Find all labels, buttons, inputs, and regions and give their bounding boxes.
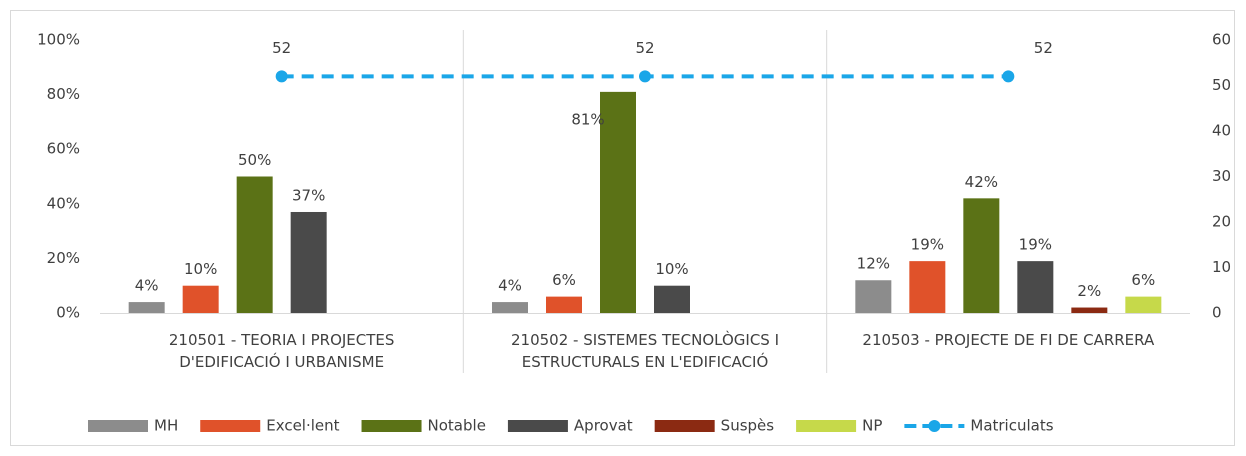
- y2-tick-label: 50: [1212, 76, 1231, 94]
- y-tick-label: 20%: [47, 249, 80, 267]
- legend-label: Matriculats: [970, 417, 1053, 435]
- y-tick-label: 40%: [47, 194, 80, 212]
- legend-label: Suspès: [721, 417, 775, 435]
- legend-label: NP: [862, 417, 882, 435]
- legend-swatch: [507, 420, 568, 432]
- value-label: 19%: [911, 236, 944, 254]
- bar: [236, 176, 273, 313]
- y2-tick-label: 20: [1212, 213, 1231, 231]
- y2-tick-label: 0: [1212, 304, 1222, 322]
- value-label: 6%: [1131, 271, 1155, 289]
- x-tick-label: 210501 - TEORIA I PROJECTES D'EDIFICACIÓ…: [168, 331, 395, 371]
- line-point: [639, 70, 651, 83]
- y-tick-label: 100%: [37, 31, 80, 49]
- line-point: [275, 70, 288, 83]
- value-label: 4%: [135, 277, 159, 295]
- value-label: 52: [635, 39, 654, 57]
- bar: [182, 285, 219, 313]
- bar: [909, 261, 946, 313]
- y2-tick-label: 40: [1212, 122, 1231, 140]
- bar: [546, 296, 582, 313]
- chart-border: [10, 10, 1235, 446]
- y-tick-label: 60%: [47, 140, 80, 158]
- y-tick-label: 80%: [47, 85, 80, 103]
- legend-swatch: [654, 420, 715, 432]
- legend-label: Aprovat: [574, 417, 633, 435]
- legend-swatch: [796, 420, 857, 432]
- value-label: 52: [1034, 39, 1053, 57]
- x-tick-label: 210502 - SISTEMES TECNOLÒGICS I ESTRUCTU…: [510, 331, 780, 371]
- bar: [654, 285, 690, 313]
- value-label: 50%: [238, 151, 271, 169]
- bar: [600, 91, 636, 314]
- bar: [1071, 307, 1108, 313]
- bar: [855, 280, 892, 313]
- legend-swatch: [88, 420, 148, 432]
- value-label: 37%: [292, 186, 325, 204]
- legend-swatch: [928, 420, 941, 432]
- y2-tick-label: 10: [1212, 258, 1231, 276]
- legend-label: MH: [154, 417, 178, 435]
- value-label: 12%: [857, 255, 890, 273]
- legend-swatch: [361, 420, 422, 432]
- value-label: 42%: [965, 173, 998, 191]
- value-label: 10%: [184, 260, 217, 278]
- bar: [290, 211, 327, 313]
- x-tick-label: 210503 - PROJECTE DE FI DE CARRERA: [862, 331, 1155, 349]
- bar: [1125, 296, 1162, 313]
- legend-label: Excel·lent: [266, 417, 339, 435]
- legend-swatch: [200, 420, 261, 432]
- y2-tick-label: 30: [1212, 167, 1231, 185]
- value-label: 4%: [498, 277, 522, 295]
- bar: [128, 302, 165, 313]
- y-tick-label: 0%: [56, 304, 80, 322]
- value-label: 52: [272, 39, 291, 57]
- legend-label: Notable: [428, 417, 486, 435]
- value-label: 2%: [1077, 282, 1101, 300]
- line-point: [1002, 70, 1015, 83]
- y2-tick-label: 60: [1212, 31, 1231, 49]
- bar: [492, 302, 528, 313]
- value-label: 81%: [571, 110, 604, 128]
- value-label: 19%: [1019, 236, 1052, 254]
- bar: [963, 198, 1000, 313]
- bar: [1017, 261, 1054, 313]
- value-label: 10%: [655, 260, 688, 278]
- value-label: 6%: [552, 271, 576, 289]
